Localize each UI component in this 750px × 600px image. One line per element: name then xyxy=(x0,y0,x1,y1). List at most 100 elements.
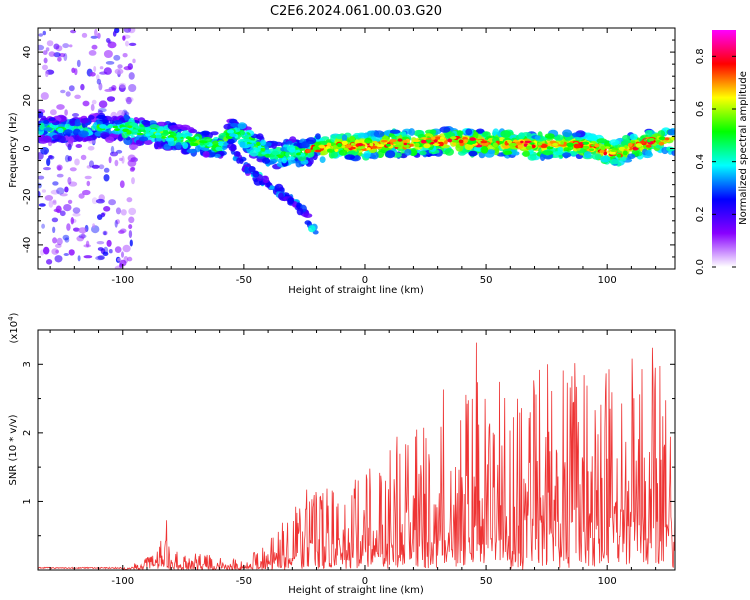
spectrogram-noise-cell xyxy=(103,231,107,236)
spectrogram-core xyxy=(176,134,183,138)
spectrogram-cell xyxy=(48,117,56,122)
spectrogram-core xyxy=(345,144,352,149)
spectrogram-core xyxy=(443,140,448,145)
spectrogram-noise-cell xyxy=(97,255,105,260)
spectrogram-core xyxy=(256,141,261,146)
colorbar-gradient xyxy=(712,30,736,267)
spectrogram-cell xyxy=(315,133,321,140)
spectrogram-core xyxy=(469,137,476,141)
spectrogram-cell xyxy=(163,143,171,150)
spectrogram-core xyxy=(451,140,459,143)
spectrogram-noise-cell xyxy=(80,83,85,91)
spectrogram-cell xyxy=(500,130,512,138)
spectrogram-cell xyxy=(609,139,620,146)
spectrogram-cell xyxy=(482,131,491,138)
spectrogram-cell xyxy=(52,134,63,140)
spectrogram-core xyxy=(145,130,150,134)
spectrogram-cell xyxy=(201,130,210,136)
spectrogram-noise-cell xyxy=(56,237,63,246)
spectrogram-core xyxy=(325,146,331,150)
spectrogram-cell xyxy=(363,153,371,159)
spectrogram-cell xyxy=(153,141,159,150)
spectrogram-core xyxy=(604,146,611,149)
spectrogram-core xyxy=(144,127,152,132)
spectrogram-noise-cell xyxy=(127,154,136,163)
spectrogram-y-label: Frequency (Hz) xyxy=(8,112,19,188)
spectrogram-core xyxy=(160,136,167,139)
spectrogram-core xyxy=(433,143,440,147)
spectrogram-cell xyxy=(123,114,130,121)
spectrogram-noise-cell xyxy=(68,44,73,48)
spectrogram-noise-cell xyxy=(51,217,59,223)
spectrogram-core xyxy=(271,150,280,156)
spectrogram-noise-cell xyxy=(109,151,119,157)
spectrogram-cell xyxy=(335,134,343,140)
spectrogram-core xyxy=(622,150,628,156)
spectrogram-branch-cell xyxy=(262,175,270,184)
spectrogram-core xyxy=(447,138,453,143)
spectrogram-branch-cell xyxy=(244,166,249,174)
spectrogram-noise-cell xyxy=(52,226,56,233)
spectrogram-cell xyxy=(645,150,652,157)
spectrogram-noise-cell xyxy=(90,35,98,39)
spectrogram-branch-cell xyxy=(248,166,256,173)
spectrogram-cell xyxy=(456,130,464,136)
spectrogram-cell xyxy=(135,139,143,147)
spectrogram-noise-cell xyxy=(129,167,135,172)
spectrogram-cell xyxy=(522,150,530,157)
spectrogram-core xyxy=(114,128,120,132)
spectrogram-noise-cell xyxy=(131,177,135,185)
spectrogram-core xyxy=(167,137,175,142)
spectrogram-cell xyxy=(237,122,247,130)
spectrogram-noise-cell xyxy=(119,180,125,188)
spectrogram-cell xyxy=(341,134,348,142)
spectrogram-noise-cell xyxy=(70,217,75,225)
spectrogram-cell xyxy=(347,150,356,155)
spectrogram-noise-cell xyxy=(72,113,79,117)
spectrogram-core xyxy=(240,130,245,136)
spectrogram-noise-cell xyxy=(90,103,95,112)
spectrogram-cell xyxy=(404,148,412,156)
spectrogram-noise-cell xyxy=(106,96,116,102)
spectrogram-cell xyxy=(306,137,317,145)
spectrogram-cell xyxy=(410,149,418,156)
spectrogram-x-tick-label: 100 xyxy=(598,275,617,286)
spectrogram-core xyxy=(358,146,366,150)
spectrogram-core xyxy=(229,133,237,137)
spectrogram-cell xyxy=(43,127,53,132)
spectrogram-noise-cell xyxy=(83,255,93,259)
spectrogram-core xyxy=(341,140,348,146)
spectrogram-noise-cell xyxy=(59,210,66,217)
snr-x-tick-label: 50 xyxy=(480,576,493,587)
spectrogram-core xyxy=(394,144,402,148)
spectrogram-y-tick-label: 0 xyxy=(22,145,33,151)
spectrogram-core xyxy=(658,136,667,141)
spectrogram-noise-cell xyxy=(59,193,68,197)
spectrogram-core xyxy=(402,139,408,145)
spectrogram-branch-cell xyxy=(252,170,260,178)
spectrogram-cell xyxy=(287,156,295,161)
spectrogram-core xyxy=(327,148,333,153)
spectrogram-cell xyxy=(425,129,435,134)
spectrogram-noise-cell xyxy=(94,28,98,37)
spectrogram-cell xyxy=(182,142,189,150)
snr-x-tick-label: -100 xyxy=(111,576,134,587)
spectrogram-core xyxy=(312,146,317,151)
spectrogram-core xyxy=(409,143,414,147)
spectrogram-cell xyxy=(230,123,240,128)
spectrogram-noise-cell xyxy=(73,227,80,232)
spectrogram-cell xyxy=(419,150,427,156)
spectrogram-core xyxy=(648,137,655,142)
spectrogram-cell xyxy=(552,151,564,156)
spectrogram-cell xyxy=(464,143,474,150)
spectrogram-cell xyxy=(105,136,115,143)
spectrogram-core xyxy=(423,143,431,149)
spectrogram-core xyxy=(403,144,410,148)
spectrogram-cell xyxy=(534,135,541,141)
spectrogram-noise-cell xyxy=(97,247,104,251)
spectrogram-noise-cell xyxy=(52,237,58,244)
spectrogram-cell xyxy=(619,156,627,162)
spectrogram-noise-cell xyxy=(64,237,70,243)
spectrogram-core xyxy=(573,143,580,149)
colorbar-tick-label: 0.4 xyxy=(695,154,706,170)
